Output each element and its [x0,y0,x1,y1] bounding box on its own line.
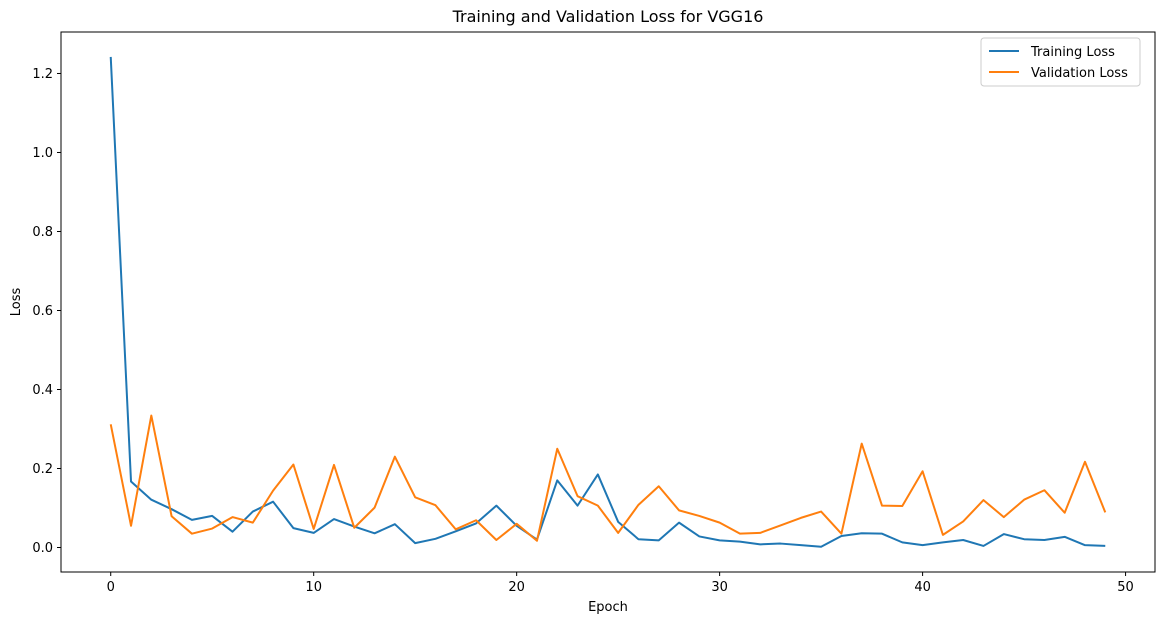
y-axis-ticks: 0.0 0.2 0.4 0.6 0.8 1.0 1.2 [32,67,61,556]
y-tick-label: 1.2 [32,67,53,82]
series-lines [109,56,1107,548]
x-tick-label: 10 [305,580,322,595]
training-loss-line [109,56,1106,548]
y-tick-label: 0.6 [32,304,53,319]
legend-training-label: Training Loss [1030,45,1115,60]
y-tick-label: 0.2 [32,462,53,477]
x-tick-label: 20 [508,580,525,595]
y-tick-label: 1.0 [32,146,53,161]
x-tick-label: 0 [107,580,115,595]
x-tick-label: 50 [1117,580,1134,595]
y-tick-label: 0.0 [32,541,53,556]
legend-validation-label: Validation Loss [1031,66,1128,81]
y-tick-label: 0.8 [32,225,53,240]
y-axis-label: Loss [9,288,24,317]
plot-frame [60,31,1156,573]
chart-title: Training and Validation Loss for VGG16 [452,7,764,26]
legend-box [980,37,1141,87]
x-tick-label: 30 [711,580,728,595]
legend: Training Loss Validation Loss [980,37,1141,87]
x-tick-label: 40 [914,580,931,595]
plot-area: 0 10 20 30 40 50 0.0 0.2 0.4 0.6 0.8 1.0 1.2 [32,31,1156,595]
x-axis-label: Epoch [588,600,628,615]
validation-loss-line [109,414,1107,542]
x-axis-ticks: 0 10 20 30 40 50 [107,572,1134,595]
y-tick-label: 0.4 [32,383,53,398]
